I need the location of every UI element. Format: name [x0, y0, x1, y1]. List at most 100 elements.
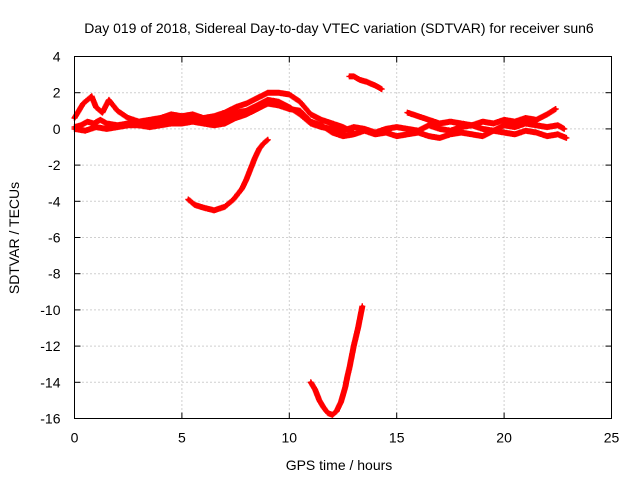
data-point — [287, 107, 291, 111]
y-tick-label: -4 — [48, 193, 61, 209]
data-point — [554, 107, 558, 111]
data-point — [85, 98, 89, 102]
data-point — [317, 398, 321, 402]
y-tick-label: 2 — [53, 85, 61, 101]
series-satellite-track-5 — [185, 136, 271, 214]
data-point — [534, 118, 538, 122]
data-point — [298, 109, 302, 113]
plot-area — [71, 73, 570, 418]
data-point — [244, 112, 248, 116]
data-point — [470, 123, 474, 127]
data-point — [341, 393, 345, 397]
data-point — [191, 120, 195, 124]
data-point — [350, 355, 354, 359]
data-point — [481, 134, 485, 138]
series-satellite-track-6 — [346, 73, 385, 93]
data-point — [491, 121, 495, 125]
series-satellite-track-7 — [307, 303, 366, 418]
data-point — [266, 91, 270, 95]
data-point — [345, 375, 349, 379]
data-point — [212, 123, 216, 127]
chart-title: Day 019 of 2018, Sidereal Day-to-day VTE… — [84, 20, 594, 36]
data-point — [481, 127, 485, 131]
data-point — [358, 315, 362, 319]
y-tick-label: -2 — [48, 157, 61, 173]
data-point — [223, 121, 227, 125]
data-point — [322, 406, 326, 410]
y-tick-label: 4 — [53, 49, 61, 65]
data-point — [105, 127, 109, 131]
series-satellite-track-3 — [71, 100, 570, 141]
data-point — [347, 366, 351, 370]
data-point — [79, 123, 83, 127]
data-point — [365, 80, 369, 84]
data-point — [94, 125, 98, 129]
data-point — [534, 123, 538, 127]
data-point — [126, 116, 130, 120]
data-point — [287, 93, 291, 97]
data-point — [339, 400, 343, 404]
data-point — [438, 121, 442, 125]
data-point — [405, 111, 409, 115]
data-point — [266, 138, 270, 142]
data-point — [384, 127, 388, 131]
data-point — [223, 111, 227, 115]
data-point — [513, 125, 517, 129]
data-point — [502, 123, 506, 127]
data-point — [360, 304, 364, 308]
data-point — [298, 100, 302, 104]
data-point — [186, 197, 190, 201]
data-point — [352, 125, 356, 129]
data-point — [562, 127, 566, 131]
data-point — [309, 380, 313, 384]
data-point — [459, 131, 463, 135]
data-point — [201, 206, 205, 210]
data-point — [257, 147, 261, 151]
data-point — [249, 167, 253, 171]
data-point — [240, 187, 244, 191]
data-point — [438, 136, 442, 140]
data-point — [234, 111, 238, 115]
data-point — [201, 116, 205, 120]
data-point — [362, 129, 366, 133]
data-point — [416, 114, 420, 118]
data-point — [81, 102, 85, 106]
data-point — [262, 141, 266, 145]
data-point — [169, 112, 173, 116]
data-point — [395, 125, 399, 129]
data-point — [502, 118, 506, 122]
data-point — [313, 388, 317, 392]
data-point — [427, 134, 431, 138]
data-point — [193, 203, 197, 207]
data-point — [77, 109, 81, 113]
data-point — [115, 125, 119, 129]
data-point — [100, 111, 104, 115]
data-point — [191, 112, 195, 116]
data-point — [352, 344, 356, 348]
data-point — [277, 103, 281, 107]
data-point — [107, 98, 111, 102]
data-point — [137, 123, 141, 127]
data-point — [491, 129, 495, 133]
data-point — [212, 208, 216, 212]
data-point — [335, 409, 339, 413]
x-tick-label: 25 — [604, 430, 620, 446]
data-point — [502, 131, 506, 135]
data-point — [352, 74, 356, 78]
data-point — [347, 74, 351, 78]
data-point — [427, 118, 431, 122]
data-point — [459, 121, 463, 125]
data-point — [513, 120, 517, 124]
data-point — [85, 120, 89, 124]
data-point — [556, 132, 560, 136]
data-point — [244, 102, 248, 106]
data-point — [354, 335, 358, 339]
x-tick-label: 15 — [389, 430, 405, 446]
data-point — [524, 129, 528, 133]
y-tick-label: -10 — [40, 302, 60, 318]
data-point — [556, 123, 560, 127]
y-tick-label: -14 — [40, 374, 60, 390]
data-point — [244, 178, 248, 182]
data-point — [545, 125, 549, 129]
